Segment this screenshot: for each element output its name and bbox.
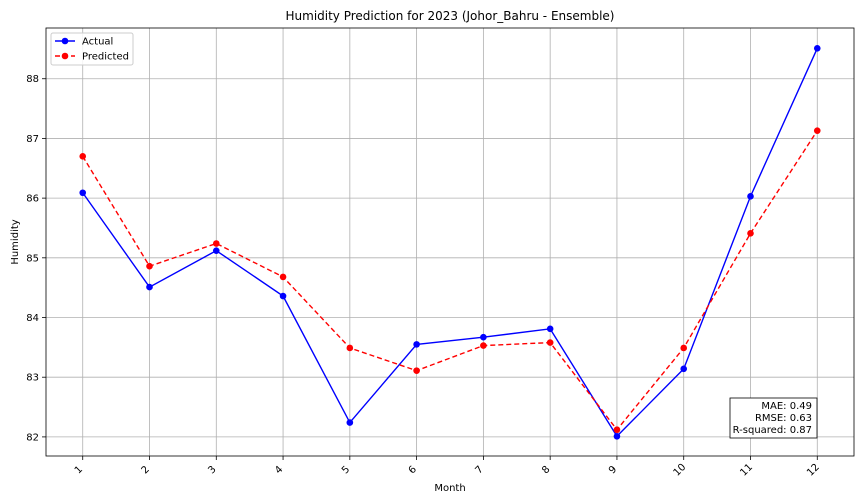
data-point-actual: [79, 189, 87, 197]
x-tick-label: 10: [672, 462, 689, 479]
data-point-actual: [680, 365, 688, 373]
data-point-actual: [279, 292, 287, 300]
x-tick-label: 12: [805, 462, 822, 479]
x-tick-label: 1: [73, 464, 85, 476]
y-tick-label: 86: [26, 194, 39, 205]
x-axis-label: Month: [434, 483, 465, 494]
x-tick-label: 11: [738, 462, 755, 479]
series-layer: [79, 44, 821, 440]
data-point-actual: [813, 44, 821, 52]
data-point-actual: [546, 325, 554, 333]
data-point-predicted: [747, 230, 754, 237]
x-tick-label: 6: [407, 464, 419, 476]
y-tick-label: 84: [26, 313, 39, 324]
data-point-predicted: [346, 344, 354, 352]
legend-label: Predicted: [82, 52, 129, 63]
data-point-actual: [747, 193, 754, 200]
y-tick-label: 82: [26, 432, 39, 443]
x-tick-label: 4: [273, 464, 285, 476]
data-point-predicted: [413, 367, 420, 374]
data-point-predicted: [613, 426, 621, 434]
y-axis-label: Humidity: [10, 219, 21, 264]
series-line-predicted: [82, 130, 818, 431]
data-point-actual: [212, 247, 220, 254]
metric-text: MAE: 0.49: [761, 401, 812, 412]
legend-label: Actual: [82, 37, 113, 48]
chart-title: Humidity Prediction for 2023 (Johor_Bahr…: [286, 9, 615, 23]
y-tick-label: 83: [26, 373, 39, 384]
metric-text: R-squared: 0.87: [733, 425, 812, 436]
data-point-actual: [480, 333, 487, 341]
plot-frame: [45, 27, 855, 457]
x-tick-label: 9: [607, 464, 619, 476]
legend: Actual Predicted: [50, 32, 134, 66]
legend-marker-predicted: [61, 52, 69, 60]
data-point-actual: [413, 341, 420, 348]
data-point-predicted: [480, 342, 487, 349]
y-tick-label: 88: [26, 74, 39, 85]
data-point-actual: [346, 419, 354, 426]
data-point-predicted: [146, 262, 153, 270]
data-point-predicted: [279, 273, 287, 281]
data-point-actual: [613, 433, 621, 440]
data-point-actual: [146, 283, 153, 291]
data-point-predicted: [79, 153, 87, 160]
legend-marker-actual: [61, 37, 69, 45]
grid: [46, 28, 854, 456]
y-tick-label: 87: [26, 134, 39, 145]
data-point-predicted: [212, 240, 220, 247]
x-tick-label: 2: [140, 464, 152, 476]
x-tick-label: 7: [473, 464, 485, 476]
x-tick-label: 3: [206, 464, 218, 476]
data-point-predicted: [813, 127, 821, 134]
metrics-frame: [729, 397, 818, 439]
y-tick-label: 85: [26, 253, 39, 264]
series-line-actual: [82, 48, 818, 438]
data-point-predicted: [546, 339, 554, 346]
metric-text: RMSE: 0.63: [755, 413, 812, 424]
x-tick-label: 8: [540, 464, 552, 476]
data-point-predicted: [680, 344, 688, 352]
x-tick-label: 5: [340, 464, 352, 476]
